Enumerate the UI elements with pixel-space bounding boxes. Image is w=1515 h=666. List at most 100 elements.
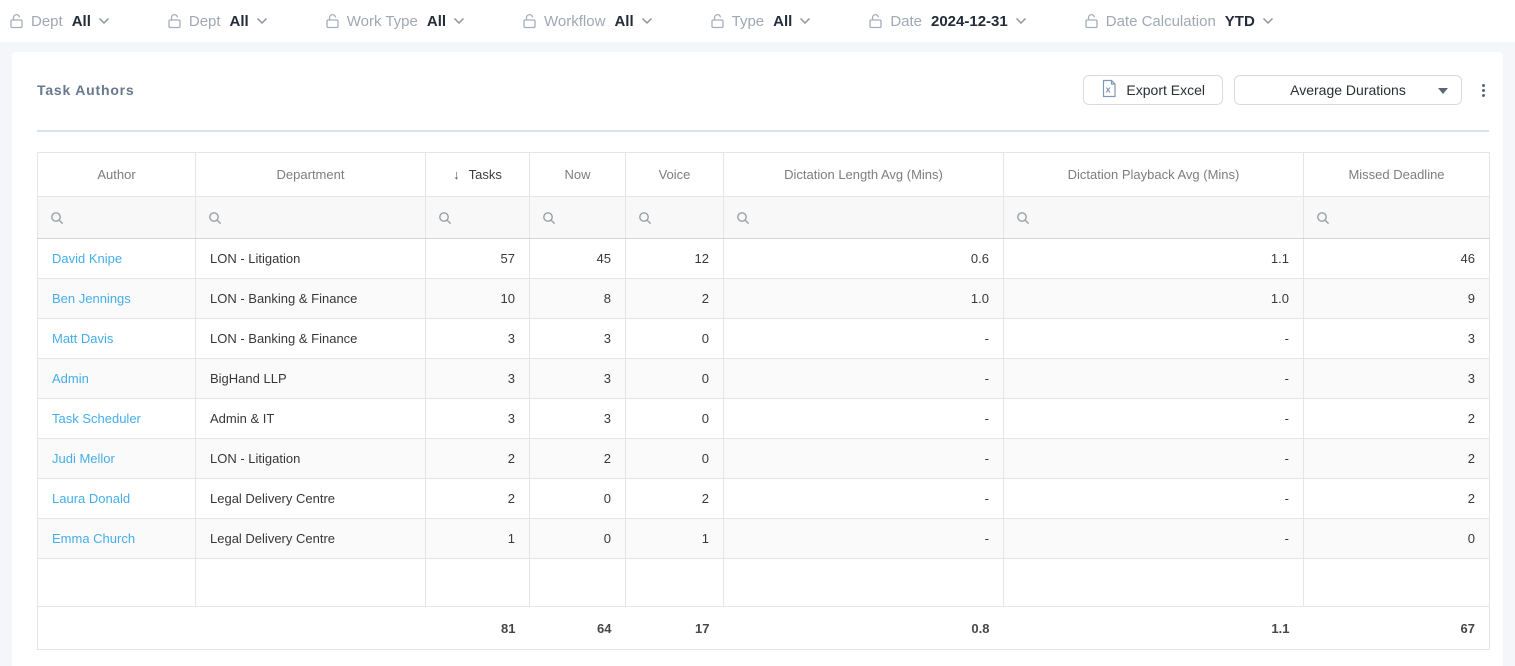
department-cell: BigHand LLP: [195, 358, 426, 399]
filter-dropdown[interactable]: Workflow All: [522, 13, 653, 30]
dictation-length-cell: -: [723, 438, 1004, 479]
filter-input-voice[interactable]: [625, 196, 724, 239]
column-header-voice[interactable]: Voice: [625, 152, 724, 197]
more-options-menu[interactable]: [1478, 80, 1489, 101]
missed-deadline-cell: 3: [1303, 358, 1490, 399]
voice-cell: 0: [625, 438, 724, 479]
totals-missed-deadline: 67: [1303, 606, 1490, 650]
sort-descending-icon: ↓: [453, 167, 460, 182]
dictation-length-cell: -: [723, 318, 1004, 359]
filter-label: Workflow: [544, 12, 606, 30]
lock-icon[interactable]: [167, 13, 182, 29]
search-icon: [1317, 211, 1330, 224]
author-cell: Laura Donald: [37, 478, 196, 519]
column-header-department[interactable]: Department: [195, 152, 426, 197]
author-cell: Task Scheduler: [37, 398, 196, 439]
totals-dictation-playback: 1.1: [1003, 606, 1304, 650]
lock-icon[interactable]: [1084, 13, 1099, 29]
author-link[interactable]: Ben Jennings: [52, 291, 131, 306]
filter-input-tasks[interactable]: [425, 196, 530, 239]
caret-down-icon: [1438, 88, 1448, 94]
author-link[interactable]: David Knipe: [52, 251, 123, 266]
lock-icon[interactable]: [325, 13, 340, 29]
chevron-down-icon: [1262, 17, 1274, 25]
column-header-author[interactable]: Author: [37, 152, 196, 197]
totals-author-cell: [37, 606, 196, 650]
chevron-down-icon: [641, 17, 653, 25]
department-cell: Admin & IT: [195, 398, 426, 439]
panel-header: Task Authors x Export Excel Average Dura…: [37, 74, 1489, 106]
export-excel-button[interactable]: x Export Excel: [1083, 75, 1223, 105]
filter-value: All: [71, 12, 91, 30]
missed-deadline-cell: 46: [1303, 238, 1490, 279]
filter-value: All: [229, 12, 249, 30]
panel-actions: x Export Excel Average Durations: [1083, 75, 1489, 105]
filter-input-dictation-playback[interactable]: [1003, 196, 1304, 239]
missed-deadline-cell: 2: [1303, 438, 1490, 479]
table-row: Ben Jennings LON - Banking & Finance 10 …: [37, 278, 1490, 319]
dictation-length-cell: 0.6: [723, 238, 1004, 279]
chevron-down-icon: [256, 17, 268, 25]
voice-cell: 2: [625, 478, 724, 519]
filter-input-now[interactable]: [529, 196, 626, 239]
lock-icon[interactable]: [710, 13, 725, 29]
filter-label: Dept: [188, 12, 221, 30]
author-link[interactable]: Judi Mellor: [52, 451, 115, 466]
filter-dropdown[interactable]: Work Type All: [325, 13, 465, 30]
table-row: Matt Davis LON - Banking & Finance 3 3 0…: [37, 318, 1490, 359]
dictation-playback-cell: -: [1003, 518, 1304, 559]
author-link[interactable]: Task Scheduler: [52, 411, 141, 426]
lock-icon[interactable]: [9, 13, 24, 29]
lock-icon[interactable]: [522, 13, 537, 29]
filter-input-department[interactable]: [195, 196, 426, 239]
author-cell: Matt Davis: [37, 318, 196, 359]
tasks-cell: 3: [425, 318, 530, 359]
totals-department-cell: [195, 606, 426, 650]
totals-tasks: 81: [425, 606, 530, 650]
now-cell: 0: [529, 518, 626, 559]
column-header-row: Author Department ↓ Tasks Now Voice Dicta…: [37, 152, 1490, 197]
missed-deadline-cell: 9: [1303, 278, 1490, 319]
filter-dropdown[interactable]: Type All: [710, 13, 812, 30]
empty-row: [37, 558, 1490, 607]
author-cell: Ben Jennings: [37, 278, 196, 319]
column-header-dictation-length[interactable]: Dictation Length Avg (Mins): [723, 152, 1004, 197]
filter-dropdown[interactable]: Dept All: [9, 13, 110, 30]
table-row: Admin BigHand LLP 3 3 0 - - 3: [37, 358, 1490, 399]
author-link[interactable]: Emma Church: [52, 531, 136, 546]
filter-input-missed-deadline[interactable]: [1303, 196, 1490, 239]
column-header-tasks[interactable]: ↓ Tasks: [425, 152, 530, 197]
chevron-down-icon: [1015, 17, 1027, 25]
filter-value: 2024-12-31: [931, 12, 1008, 30]
dictation-playback-cell: -: [1003, 358, 1304, 399]
filter-label: Date Calculation: [1105, 12, 1216, 30]
department-cell: LON - Banking & Finance: [195, 278, 426, 319]
voice-cell: 0: [625, 318, 724, 359]
page-title: Task Authors: [37, 82, 135, 98]
column-header-missed-deadline[interactable]: Missed Deadline: [1303, 152, 1490, 197]
dictation-length-cell: -: [723, 478, 1004, 519]
filter-label: Work Type: [346, 12, 418, 30]
tasks-cell: 2: [425, 478, 530, 519]
now-cell: 45: [529, 238, 626, 279]
dictation-playback-cell: -: [1003, 318, 1304, 359]
durations-dropdown[interactable]: Average Durations: [1234, 75, 1462, 105]
filter-input-author[interactable]: [37, 196, 196, 239]
voice-cell: 2: [625, 278, 724, 319]
column-header-dictation-playback[interactable]: Dictation Playback Avg (Mins): [1003, 152, 1304, 197]
totals-row: 81 64 17 0.8 1.1 67: [37, 606, 1490, 650]
column-header-now[interactable]: Now: [529, 152, 626, 197]
filter-dropdown[interactable]: Date Calculation YTD: [1084, 13, 1274, 30]
author-link[interactable]: Admin: [52, 371, 89, 386]
voice-cell: 12: [625, 238, 724, 279]
now-cell: 3: [529, 358, 626, 399]
author-link[interactable]: Laura Donald: [52, 491, 131, 506]
dictation-length-cell: -: [723, 358, 1004, 399]
filter-dropdown[interactable]: Date 2024-12-31: [868, 13, 1026, 30]
author-link[interactable]: Matt Davis: [52, 331, 114, 346]
tasks-cell: 10: [425, 278, 530, 319]
lock-icon[interactable]: [868, 13, 883, 29]
filter-dropdown[interactable]: Dept All: [167, 13, 268, 30]
filter-input-dictation-length[interactable]: [723, 196, 1004, 239]
department-cell: LON - Litigation: [195, 238, 426, 279]
